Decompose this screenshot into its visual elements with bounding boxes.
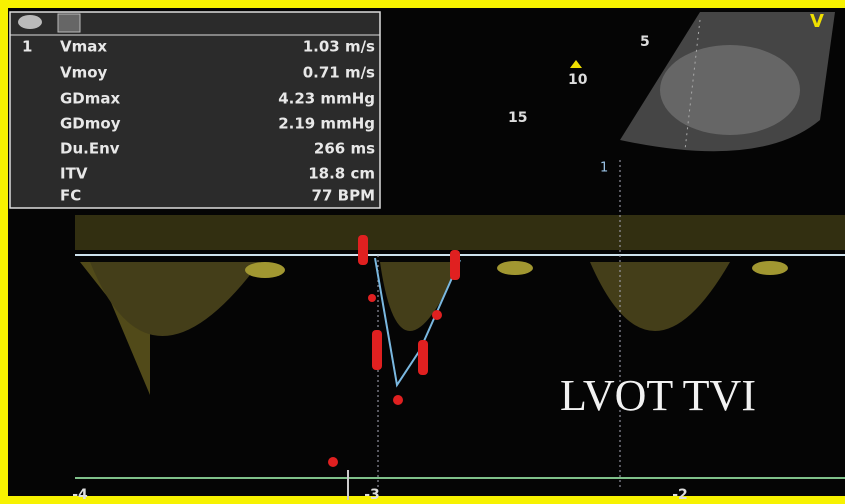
measurement-value: 1.03 m/s	[303, 38, 375, 56]
measurement-label: FC	[60, 187, 81, 205]
measurement-label: Vmax	[60, 38, 107, 56]
spectrum-bright	[497, 261, 533, 275]
page: LVOT TVI 1 V 1 Vmax 1.03 m/s Vmoy 0.71 m/s G…	[0, 0, 845, 504]
spectrum-bright	[752, 261, 788, 275]
time-axis-label: -4	[72, 487, 88, 503]
trace-point	[432, 310, 442, 320]
time-axis-label: -2	[672, 487, 688, 503]
depth-label: 5	[640, 34, 650, 50]
trace-point	[372, 330, 382, 370]
sector-tissue	[660, 45, 800, 135]
measurement-label: ITV	[60, 165, 88, 183]
trace-point	[393, 395, 403, 405]
spectrum-bright	[245, 262, 285, 278]
measurement-label: GDmoy	[60, 115, 121, 133]
panel-icon	[18, 15, 42, 29]
measurement-value: 4.23 mmHg	[278, 90, 375, 108]
time-axis-label: -3	[364, 487, 380, 503]
spectrum-band	[75, 215, 845, 250]
panel-icon	[58, 14, 80, 32]
trace-point	[328, 457, 338, 467]
cursor-label: 1	[600, 161, 608, 176]
measurement-label: Du.Env	[60, 140, 120, 158]
measurement-value: 266 ms	[314, 140, 375, 158]
ultrasound-screen: LVOT TVI 1 V 1 Vmax 1.03 m/s Vmoy 0.71 m/s G…	[0, 0, 845, 504]
annotation: LVOT TVI	[560, 371, 756, 420]
measurement-index: 1	[22, 38, 32, 56]
measurement-label: GDmax	[60, 90, 121, 108]
measurement-label: Vmoy	[60, 64, 108, 82]
trace-point	[358, 235, 368, 265]
depth-label: 15	[508, 110, 527, 126]
measurement-value: 2.19 mmHg	[278, 115, 375, 133]
measurement-value: 77 BPM	[312, 187, 375, 205]
trace-point	[450, 250, 460, 280]
trace-point	[368, 294, 376, 302]
measurement-value: 0.71 m/s	[303, 64, 375, 82]
measurement-value: 18.8 cm	[308, 165, 375, 183]
depth-label: 10	[568, 72, 588, 88]
trace-point	[418, 340, 428, 375]
sector-marker: V	[810, 11, 824, 32]
